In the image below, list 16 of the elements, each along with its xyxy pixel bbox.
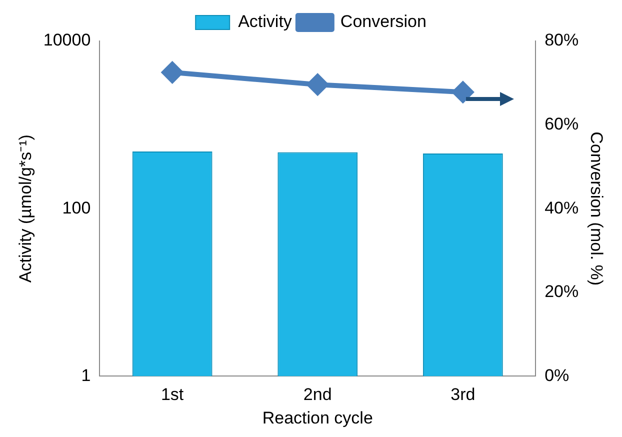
y2-tick-label: 60% (544, 114, 579, 134)
y2-tick-label: 20% (544, 282, 579, 302)
y2-axis-title: Conversion (mol. %) (587, 132, 606, 286)
y-tick-label: 100 (62, 198, 91, 218)
y2-tick-label: 0% (544, 366, 570, 385)
x-tick-label: 3rd (450, 385, 476, 404)
x-tick-label: 1st (160, 385, 184, 404)
y-tick-label: 1 (81, 366, 91, 385)
legend-label: Activity (238, 12, 292, 32)
legend-label: Conversion (340, 12, 426, 32)
y2-tick-label: 40% (544, 198, 579, 218)
y-tick-label: 10000 (43, 30, 91, 50)
x-tick-label: 2nd (303, 385, 332, 404)
y-axis-title: Activity (µmol/g*s⁻¹) (16, 134, 35, 283)
x-axis-title: Reaction cycle (262, 408, 373, 428)
y2-tick-label: 80% (544, 30, 579, 50)
